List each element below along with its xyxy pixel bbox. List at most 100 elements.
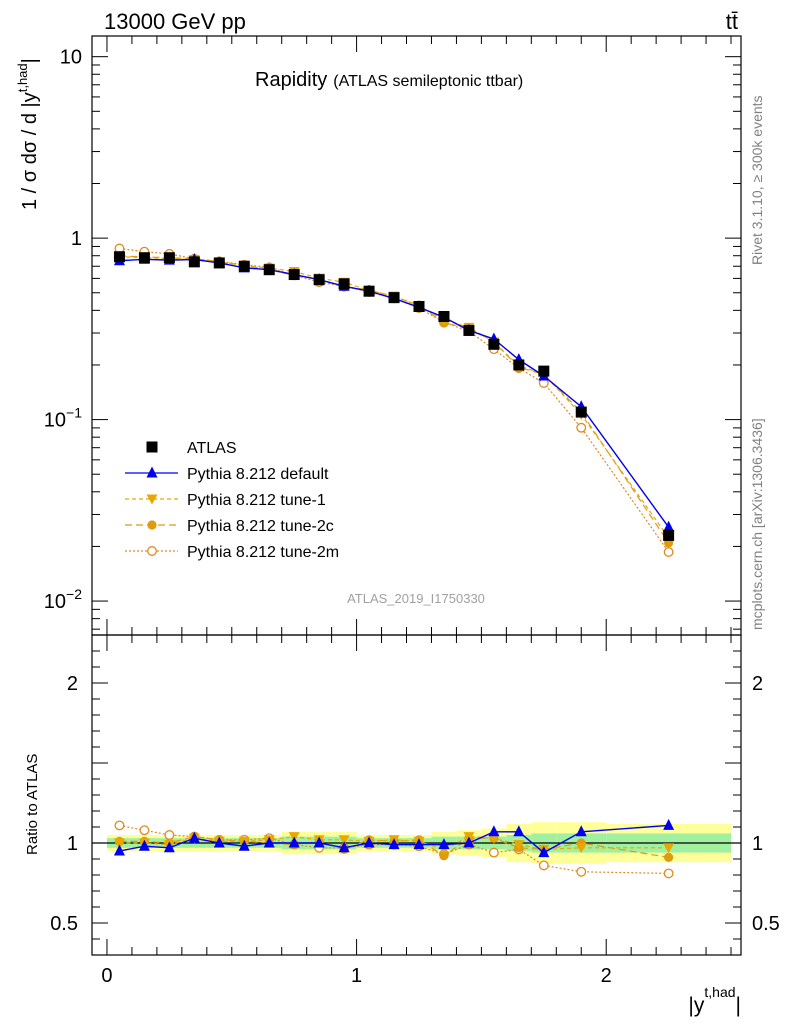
- ratio-point-default: [113, 844, 125, 856]
- main-series-data: [113, 251, 675, 541]
- energy-label: 13000 GeV pp: [104, 9, 246, 34]
- ratio-point-tune2m: [139, 825, 150, 836]
- data-point: [263, 264, 275, 276]
- ratio-point-tune1: [575, 843, 587, 854]
- ratio-point-default: [263, 836, 275, 848]
- legend-marker: [147, 546, 157, 556]
- main-point-default: [663, 520, 675, 532]
- data-point: [438, 310, 450, 322]
- x-axis-label: |yt,had|: [688, 984, 741, 1017]
- legend: ATLAS Pythia 8.212 default Pythia 8.212 tu…: [125, 440, 339, 561]
- data-point: [488, 338, 500, 350]
- data-point: [538, 365, 550, 377]
- ratio-y-axis: 2 2 1 1 0.5 0.5: [50, 634, 780, 956]
- data-point: [663, 529, 675, 541]
- legend-entry: Pythia 8.212 tune-1: [125, 492, 326, 509]
- ratio-point-tune2m: [538, 860, 549, 871]
- plot-title: Rapidity (ATLAS semileptonic ttbar): [255, 69, 523, 91]
- main-y-tick-label: 1: [71, 228, 82, 250]
- ratio-point-tune2m: [114, 820, 125, 831]
- data-point: [363, 285, 375, 297]
- ratio-point-tune1: [663, 843, 675, 854]
- legend-entry: Pythia 8.212 tune-2c: [125, 518, 334, 535]
- legend-marker: [146, 466, 158, 478]
- legend-label: Pythia 8.212 tune-1: [187, 492, 326, 509]
- ratio-point-tune2m: [164, 830, 175, 840]
- main-point-tune2m: [576, 422, 587, 433]
- data-point: [575, 406, 587, 418]
- data-point: [513, 359, 525, 371]
- ratio-y-tick-label-right: 0.5: [752, 913, 780, 935]
- ratio-point-tune1: [513, 840, 525, 851]
- ratio-point-default: [288, 836, 300, 848]
- legend-marker: [146, 441, 158, 453]
- main-point-tune2m: [663, 547, 674, 557]
- ratio-series-default: [113, 818, 675, 858]
- data-point: [388, 292, 400, 304]
- data-point: [213, 257, 225, 269]
- legend-marker: [147, 520, 157, 530]
- ratio-point-default: [188, 831, 200, 843]
- rivet-label: Rivet 3.1.10, ≥ 300k events: [749, 95, 765, 265]
- process-label: tt̄: [726, 9, 738, 34]
- ratio-y-label: Ratio to ATLAS: [24, 754, 41, 855]
- ratio-point-default: [575, 825, 587, 837]
- ratio-point-default: [488, 825, 500, 837]
- ratio-point-default: [388, 838, 400, 850]
- legend-label: Pythia 8.212 default: [187, 466, 329, 483]
- main-series-tune2m: [114, 243, 674, 557]
- ratio-y-tick-label-right: 1: [752, 833, 763, 855]
- x-axis: 0 1 2: [101, 36, 732, 987]
- main-y-axis: 10 1 10−1 10−2: [44, 47, 741, 630]
- x-tick-label: 2: [601, 965, 612, 987]
- data-point: [413, 300, 425, 312]
- legend-label: Pythia 8.212 tune-2m: [187, 544, 339, 561]
- ratio-point-tune1: [113, 838, 125, 849]
- ratio-line-default: [119, 824, 669, 854]
- ratio-point-tune2m: [663, 868, 674, 879]
- x-tick-label: 1: [351, 965, 362, 987]
- main-y-label: 1 / σ dσ / d |yt,had|: [15, 58, 41, 210]
- ratio-point-tune2c: [664, 852, 674, 863]
- analysis-watermark: ATLAS_2019_I1750330: [347, 591, 485, 606]
- main-y-tick-label: 10−2: [44, 586, 82, 613]
- data-point: [138, 252, 150, 264]
- ratio-plot-frame: [91, 634, 742, 956]
- ratio-point-default: [538, 846, 550, 858]
- ratio-point-default: [363, 836, 375, 848]
- data-point: [113, 251, 125, 263]
- data-point: [288, 269, 300, 281]
- data-point: [163, 252, 175, 264]
- ratio-series-group: [113, 818, 675, 879]
- ratio-point-default: [413, 838, 425, 850]
- ratio-y-tick-label-left: 0.5: [50, 913, 78, 935]
- legend-entry: ATLAS: [146, 440, 237, 457]
- ratio-point-default: [438, 838, 450, 850]
- main-y-tick-label: 10−1: [44, 405, 82, 432]
- ratio-point-default: [338, 841, 350, 853]
- data-point: [338, 278, 350, 290]
- ratio-point-tune2m: [488, 847, 499, 858]
- ratio-point-default: [663, 818, 675, 830]
- ratio-point-default: [313, 836, 325, 848]
- ratio-point-default: [163, 841, 175, 853]
- ratio-point-tune2m: [576, 866, 587, 877]
- ratio-point-default: [213, 836, 225, 848]
- ratio-point-default: [238, 839, 250, 851]
- ratio-point-default: [513, 825, 525, 837]
- legend-entry: Pythia 8.212 default: [125, 466, 329, 483]
- ratio-y-tick-label-left: 1: [67, 833, 78, 855]
- data-point: [238, 260, 250, 272]
- ratio-point-default: [138, 839, 150, 851]
- legend-label: Pythia 8.212 tune-2c: [187, 518, 334, 535]
- main-series-group: [113, 243, 675, 557]
- data-point: [313, 274, 325, 286]
- legend-entry: Pythia 8.212 tune-2m: [125, 544, 339, 561]
- ratio-point-tune2c: [439, 851, 449, 861]
- legend-marker: [146, 494, 158, 505]
- mcplots-label: mcplots.cern.ch [arXiv:1306.3436]: [749, 418, 765, 630]
- ratio-y-tick-label-right: 2: [752, 673, 763, 695]
- ratio-point-tune1: [338, 835, 350, 846]
- x-tick-label: 0: [101, 965, 112, 987]
